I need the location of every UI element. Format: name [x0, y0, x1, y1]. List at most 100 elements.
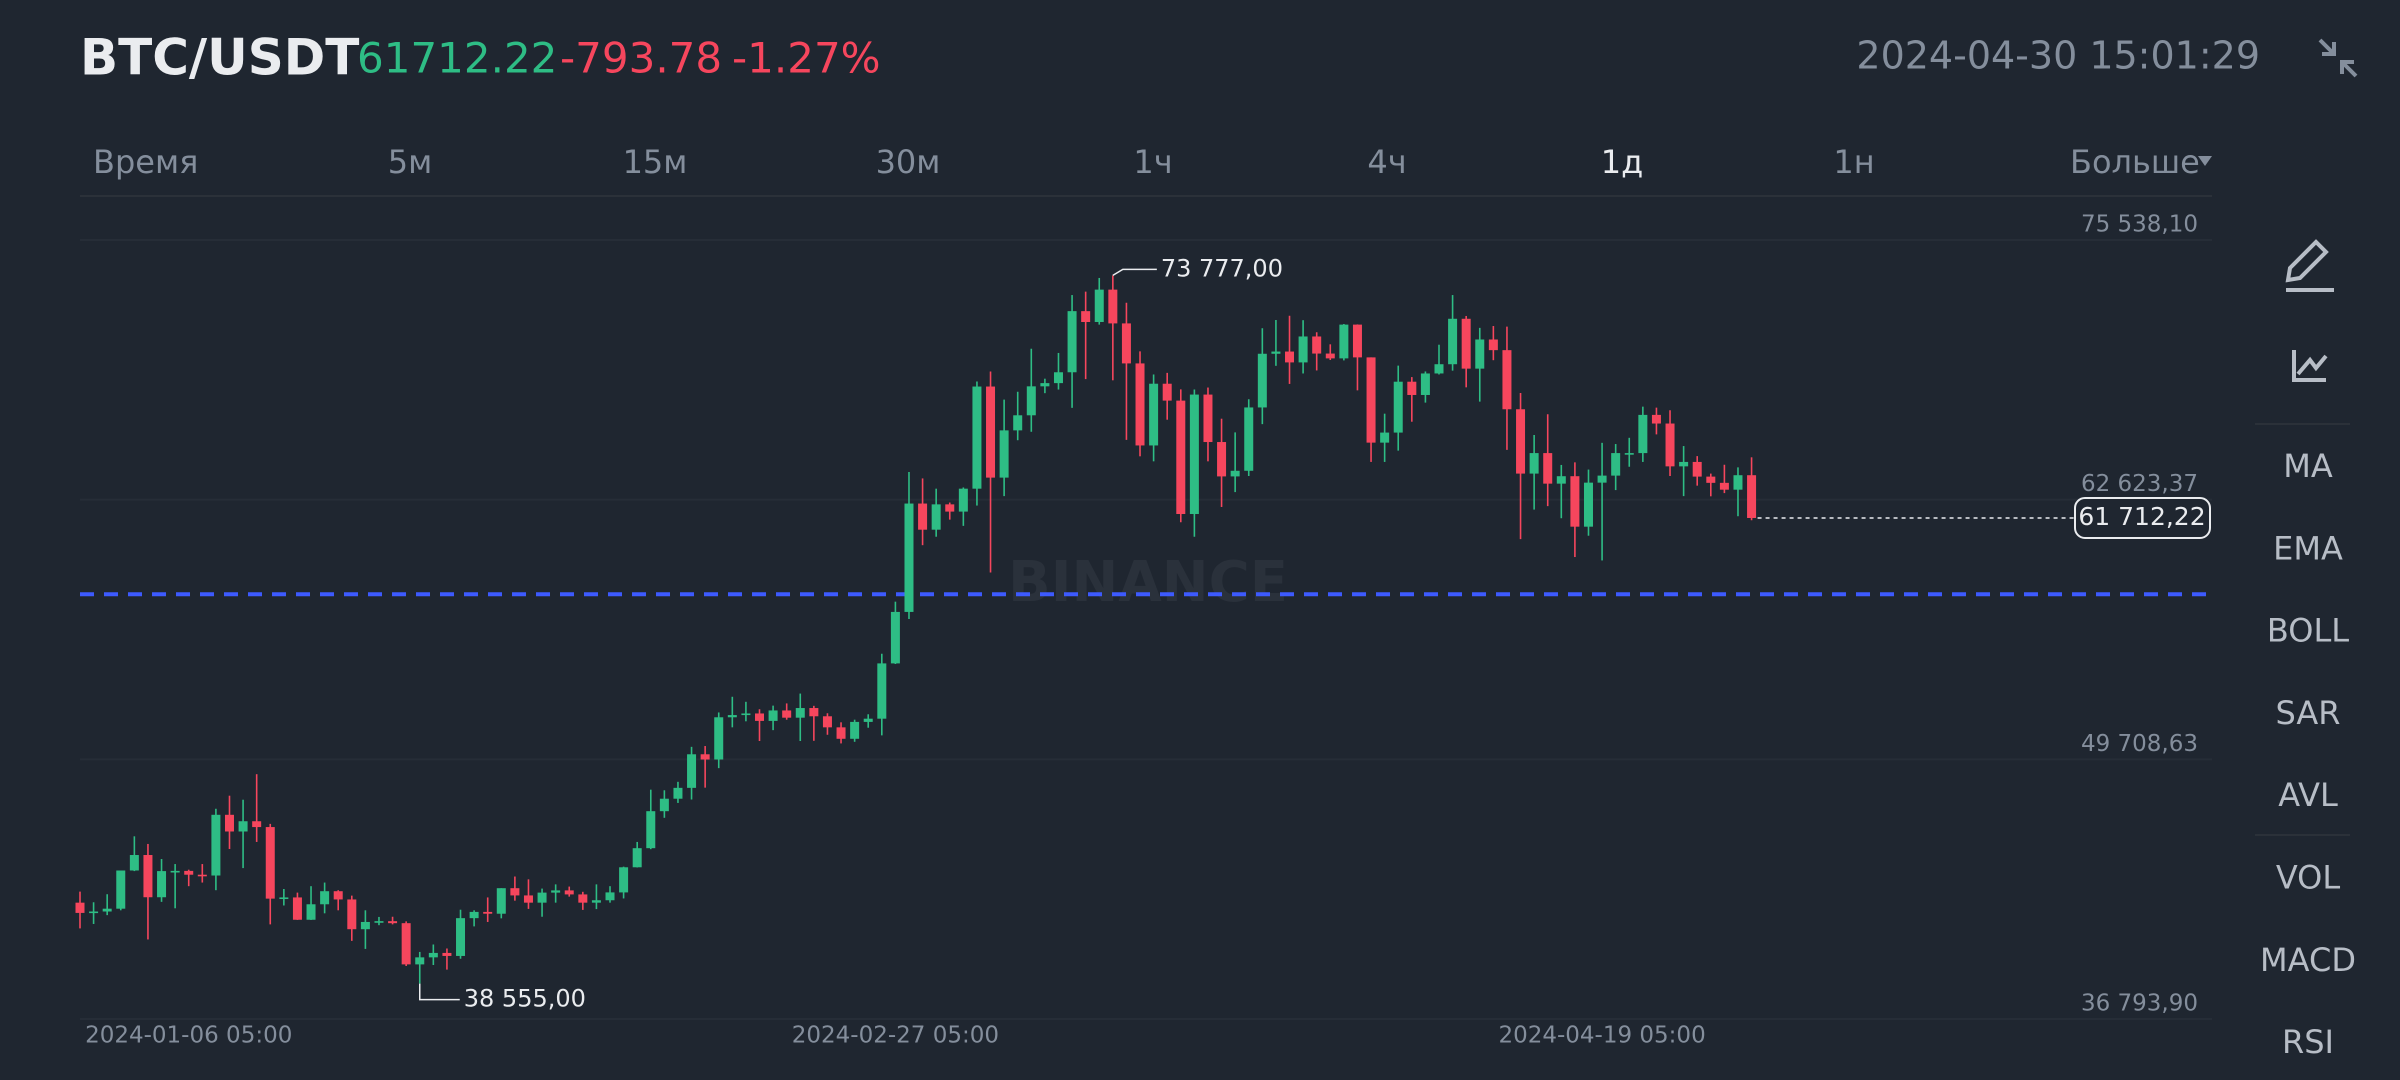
candle-body — [1230, 470, 1240, 477]
candle-body — [170, 870, 180, 873]
candle-body — [1692, 461, 1702, 477]
candle-body — [605, 892, 615, 901]
indicator-button[interactable]: MA — [2283, 447, 2333, 485]
candle-body — [537, 892, 547, 903]
candle-body — [1312, 336, 1322, 354]
candle-body — [1543, 453, 1553, 484]
pair: BTC/USDT — [80, 29, 359, 87]
candle-body — [986, 386, 996, 478]
candle-body — [1583, 482, 1593, 527]
candle-body — [1665, 423, 1675, 467]
timeframe-tab[interactable]: 15м — [623, 143, 688, 181]
high-label: 73 777,00 — [1161, 254, 1283, 282]
candle-body — [238, 821, 248, 832]
indicator-button[interactable]: RSI — [2282, 1023, 2334, 1061]
candle-body — [1298, 336, 1308, 363]
candle-body — [252, 821, 262, 828]
candle-body — [1434, 364, 1444, 374]
candle-body — [1597, 475, 1607, 483]
candle-body — [1325, 353, 1335, 359]
candle-body — [619, 867, 629, 893]
indicator-button[interactable]: VOL — [2276, 859, 2341, 897]
candle-body — [646, 811, 656, 849]
timeframe-tab[interactable]: Время — [93, 143, 198, 181]
candle-body — [836, 727, 846, 739]
price: 61712.22 — [357, 34, 557, 83]
candle-body — [1420, 373, 1430, 395]
candle-body — [945, 504, 955, 512]
candle-body — [320, 891, 330, 905]
candle-body — [1393, 381, 1403, 433]
indicator-icon[interactable] — [2292, 350, 2328, 382]
timeframe-tab[interactable]: 30м — [876, 143, 941, 181]
timeframe-tab[interactable]: Больше — [2070, 143, 2200, 181]
candle-body — [850, 721, 860, 739]
candle-body — [1013, 415, 1023, 431]
candle-body — [1638, 414, 1648, 454]
candle-body — [129, 855, 139, 871]
indicator-button[interactable]: SAR — [2275, 694, 2340, 732]
candle-body — [931, 504, 941, 530]
candle-body — [1026, 386, 1036, 416]
candle-body — [700, 754, 710, 760]
collapse-icon[interactable] — [2318, 38, 2358, 78]
timeframe-tab[interactable]: 4ч — [1367, 143, 1406, 181]
candle-body — [143, 855, 153, 898]
candle-body — [442, 952, 452, 956]
candle-body — [578, 894, 588, 903]
y-tick-label: 36 793,90 — [2081, 991, 2198, 1017]
candle-body — [1135, 363, 1145, 446]
high-marker — [1112, 268, 1157, 277]
candle-body — [1162, 383, 1172, 401]
change: -793.78 — [560, 34, 722, 83]
candle-body — [374, 921, 384, 923]
candle-body — [89, 911, 99, 914]
more-arrow — [2198, 156, 2212, 166]
candle-body — [958, 488, 968, 512]
timeframe-tab[interactable]: 1н — [1833, 143, 1874, 181]
candle-body — [211, 814, 221, 876]
timeframe-tab[interactable]: 5м — [388, 143, 433, 181]
y-tick-label: 49 708,63 — [2081, 731, 2198, 757]
candle-body — [659, 798, 669, 812]
candle-body — [1040, 383, 1050, 387]
candle-body — [1461, 318, 1471, 369]
candle-body — [292, 897, 302, 920]
draw-icon[interactable] — [2285, 239, 2334, 292]
timeframe-tab[interactable]: 1ч — [1133, 143, 1172, 181]
candle-body — [116, 870, 126, 909]
datetime: 2024-04-30 15:01:29 — [1856, 34, 2260, 78]
candle-body — [1380, 432, 1390, 443]
indicator-button[interactable]: EMA — [2273, 529, 2343, 567]
candle-body — [483, 911, 493, 914]
candle-body — [809, 708, 819, 717]
candle-body — [347, 899, 357, 930]
candle-body — [741, 713, 751, 716]
x-tick-label: 2024-04-19 05:00 — [1498, 1023, 1705, 1049]
candle-body — [456, 918, 466, 956]
candle-body — [1529, 453, 1539, 474]
candle-body — [1339, 324, 1349, 359]
candle-body — [673, 787, 683, 799]
candle-body — [1488, 339, 1498, 351]
candle-body — [75, 902, 85, 913]
candle-body — [1570, 476, 1580, 527]
candle-body — [1733, 475, 1743, 490]
indicator-button[interactable]: AVL — [2278, 776, 2338, 814]
indicator-button[interactable]: BOLL — [2267, 612, 2349, 650]
candle-body — [632, 848, 642, 868]
last-price-label: 61 712,22 — [2078, 502, 2205, 531]
candle-body — [1747, 475, 1757, 518]
candle-body — [1624, 453, 1634, 455]
timeframe-tab[interactable]: 1д — [1601, 143, 1643, 181]
plot: 36 793,90 49 708,63 62 623,37 75 538,10 2024… — [75, 212, 2212, 1049]
candle-body — [1611, 453, 1621, 476]
candle-body — [1706, 476, 1716, 483]
indicator-button[interactable]: MACD — [2260, 941, 2356, 979]
x-tick-label: 2024-01-06 05:00 — [85, 1023, 292, 1049]
candle-body — [102, 908, 112, 912]
candle-body — [1094, 289, 1104, 322]
candle-body — [1244, 407, 1254, 471]
